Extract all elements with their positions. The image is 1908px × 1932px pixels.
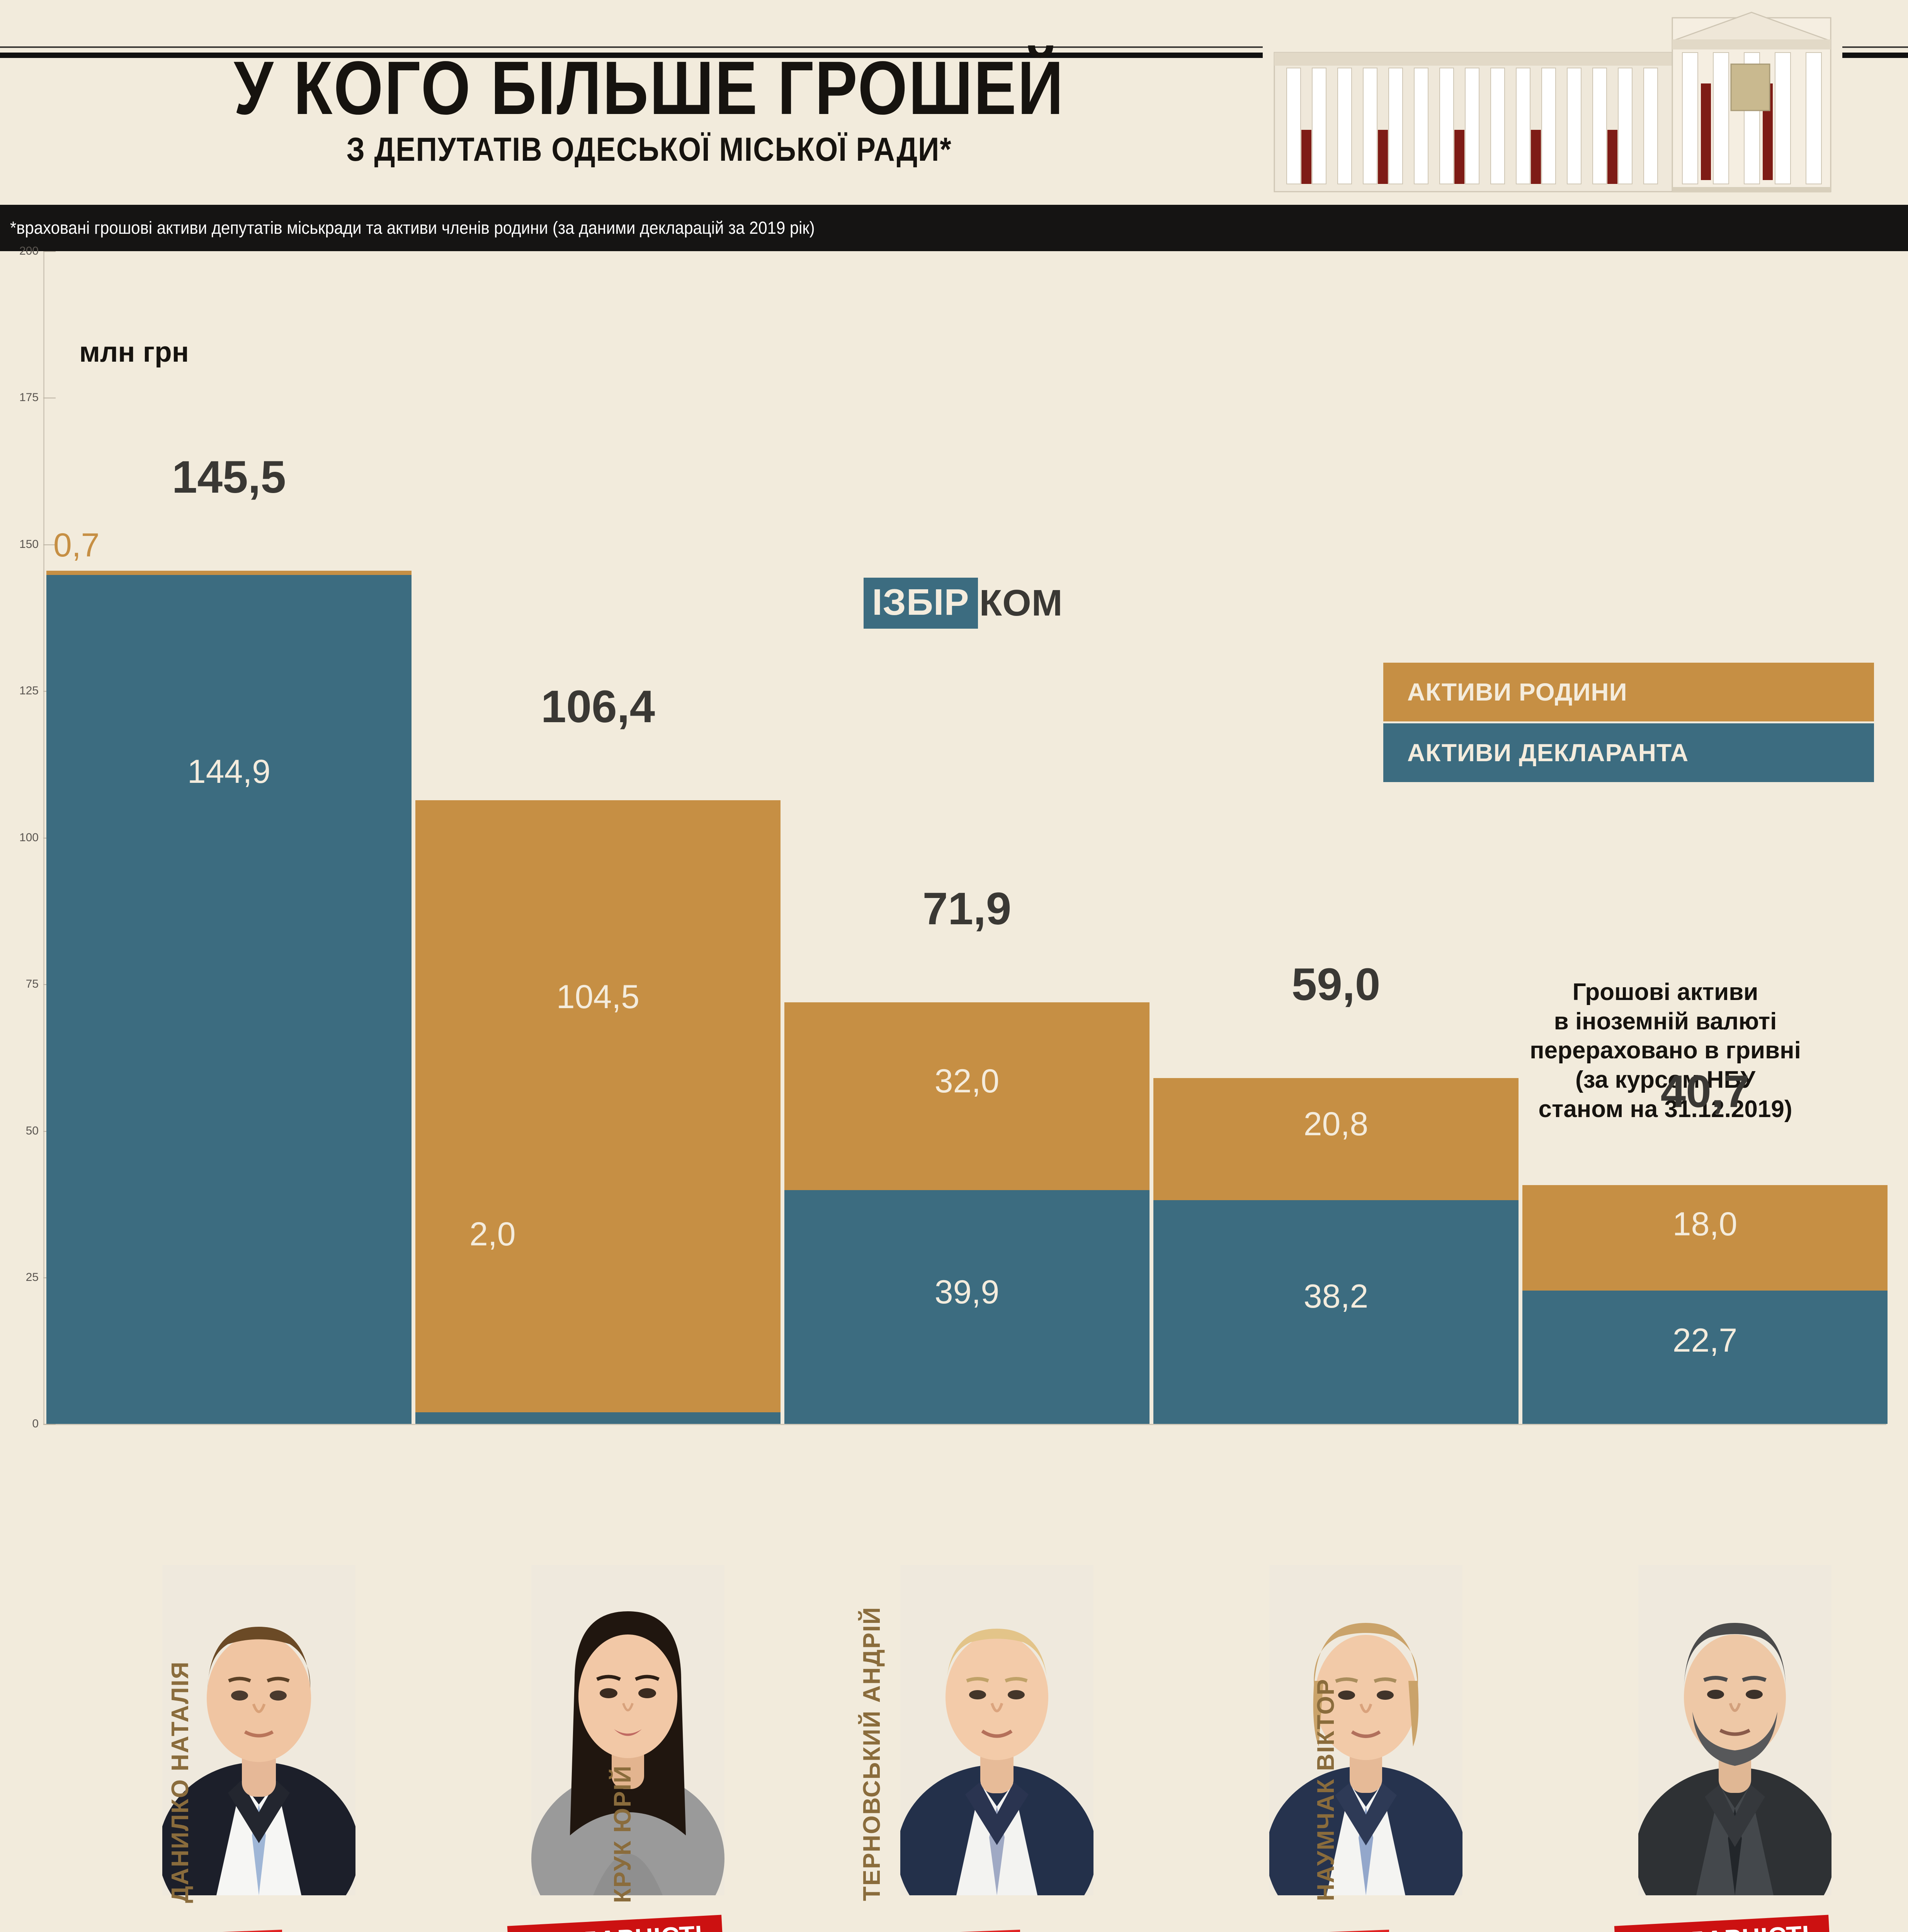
izbirkom-logo[interactable]: ІЗБІР КОМ xyxy=(864,578,1063,629)
bar-total-label-4: 59,0 xyxy=(1291,959,1381,1010)
legend-label-declarant: АКТИВИ ДЕКЛАРАНТА xyxy=(1407,739,1689,767)
note-line-4: (за курсом НБУ xyxy=(1575,1066,1755,1093)
bar-group-4[interactable]: 59,0 20,8 38,2 xyxy=(1153,959,1519,1424)
bar-declarant-label-3: 39,9 xyxy=(934,1274,1000,1311)
bar-segment-declarant-2[interactable] xyxy=(415,1412,781,1424)
bar-family-label-2: 104,5 xyxy=(556,978,640,1015)
person-name-5: НАУМЧАК ВІКТОР xyxy=(1313,1678,1339,1901)
gridline-200: 200 xyxy=(0,245,1908,257)
bar-segment-family-5[interactable]: 18,0 xyxy=(1522,1185,1888,1291)
currency-conversion-note: Грошові активи в іноземній валюті перера… xyxy=(1507,978,1824,1124)
bar-segment-declarant-1[interactable]: 144,9 xyxy=(46,575,412,1424)
portrait-2 xyxy=(531,1565,724,1895)
bar-group-3[interactable]: 71,9 32,0 39,9 xyxy=(784,883,1150,1424)
bar-declarant-label-5: 22,7 xyxy=(1672,1322,1738,1359)
person-card-5[interactable]: НАУМЧАК ВІКТОР СОЛІДАРНІСТЬ xyxy=(1313,1559,1908,1932)
person-name-1: ТАНЦЮРА ДМИТРО xyxy=(0,1661,141,1903)
legend-item-family[interactable]: АКТИВИ РОДИНИ xyxy=(1383,663,1874,721)
ytick-label-125: 125 xyxy=(19,684,39,697)
person-card-3[interactable]: КРУК ЮРІЙ ДОВЕРЯЙ ДЕЛАМ xyxy=(609,1559,1175,1932)
ytick-label-0: 0 xyxy=(32,1417,39,1430)
logo-tail-text: КОМ xyxy=(979,582,1063,624)
portrait-5 xyxy=(1638,1565,1831,1895)
note-line-2: в іноземній валюті xyxy=(1554,1008,1777,1035)
party-sol-main-2: СОЛІДАРНІСТЬ xyxy=(507,1915,724,1932)
bar-declarant-label-1: 144,9 xyxy=(187,753,271,790)
note-line-1: Грошові активи xyxy=(1572,979,1758,1005)
ytick-label-200: 200 xyxy=(19,245,39,257)
portrait-3 xyxy=(900,1565,1093,1895)
party-badge-5[interactable]: СОЛІДАРНІСТЬ БЛОК ПЕТРА ПОРОШЕНКА xyxy=(1614,1915,1862,1932)
bar-group-5[interactable]: 40,7 18,0 22,7 xyxy=(1522,1066,1888,1424)
opera-building-illustration xyxy=(1263,6,1842,199)
bar-family-label-4: 20,8 xyxy=(1303,1105,1369,1143)
header: У КОГО БІЛЬШЕ ГРОШЕЙ З ДЕПУТАТІВ ОДЕСЬКО… xyxy=(0,0,1908,205)
bar-family-label-3: 32,0 xyxy=(934,1063,1000,1100)
bar-total-label-3: 71,9 xyxy=(922,883,1012,934)
logo-box-text: ІЗБІР xyxy=(864,578,978,629)
ytick-label-50: 50 xyxy=(26,1124,39,1137)
y-axis-line xyxy=(43,251,44,1424)
footnote-text: *враховані грошові активи депутатів місь… xyxy=(10,218,815,238)
ytick-label-25: 25 xyxy=(26,1271,39,1284)
page-title: У КОГО БІЛЬШЕ ГРОШЕЙ xyxy=(233,46,1065,130)
legend-item-declarant[interactable]: АКТИВИ ДЕКЛАРАНТА xyxy=(1383,723,1874,782)
person-name-4: ТЕРНОВСЬКИЙ АНДРІЙ xyxy=(859,1606,885,1901)
person-card-1[interactable]: ТАНЦЮРА ДМИТРО ДОВЕРЯЙ ДЕЛАМ xyxy=(46,1559,437,1932)
legend: АКТИВИ РОДИНИ АКТИВИ ДЕКЛАРАНТА xyxy=(1383,663,1874,782)
bar-segment-declarant-5[interactable]: 22,7 xyxy=(1522,1291,1888,1424)
bar-family-label-1: 0,7 xyxy=(53,527,100,564)
person-card-4[interactable]: ТЕРНОВСЬКИЙ АНДРІЙ ДО xyxy=(859,1559,1544,1932)
header-rule-thin xyxy=(0,46,1908,48)
party-dd-red-4: ДОВЕРЯЙ xyxy=(1269,1930,1389,1932)
x-axis-line xyxy=(43,1424,1886,1425)
ytick-label-175: 175 xyxy=(19,391,39,404)
party-badge-2[interactable]: СОЛІДАРНІСТЬ БЛОК ПЕТРА ПОРОШЕНКА xyxy=(507,1915,755,1932)
party-sol-main-5: СОЛІДАРНІСТЬ xyxy=(1614,1915,1831,1932)
bar-total-label-2: 106,4 xyxy=(541,681,655,732)
person-card-2[interactable]: ДАНИЛКО НАТАЛІЯ СОЛІДАРНІСТЬ БЛОК ПЕТРА … xyxy=(167,1559,806,1932)
bar-segment-declarant-3[interactable]: 39,9 xyxy=(784,1190,1150,1424)
person-name-3: КРУК ЮРІЙ xyxy=(609,1765,636,1903)
portrait-4 xyxy=(1269,1565,1462,1895)
y-axis-unit-label: млн грн xyxy=(79,337,189,368)
party-dd-red-1: ДОВЕРЯЙ xyxy=(162,1930,282,1932)
legend-label-family: АКТИВИ РОДИНИ xyxy=(1407,678,1627,706)
gridline-0: 0 xyxy=(0,1417,1908,1430)
bar-family-label-5: 18,0 xyxy=(1672,1206,1738,1243)
bar-declarant-label-4: 38,2 xyxy=(1303,1278,1369,1315)
note-line-5: станом на 31.12.2019) xyxy=(1538,1095,1792,1122)
bar-group-2[interactable]: 106,4 2,0 104,5 xyxy=(415,681,781,1424)
ytick-label-150: 150 xyxy=(19,538,39,551)
bar-total-label-5: 40,7 xyxy=(1660,1066,1750,1117)
bar-declarant-label-2: 2,0 xyxy=(469,1216,516,1253)
bar-segment-family-2[interactable]: 2,0 104,5 xyxy=(415,800,781,1412)
party-dd-red-3: ДОВЕРЯЙ xyxy=(900,1930,1020,1932)
people-row: ТАНЦЮРА ДМИТРО ДОВЕРЯЙ ДЕЛАМ xyxy=(0,1559,1908,1932)
title-block: У КОГО БІЛЬШЕ ГРОШЕЙ З ДЕПУТАТІВ ОДЕСЬКО… xyxy=(0,50,1298,169)
gridline-150: 150 xyxy=(0,538,1908,551)
chart-area: млн грн 200 175 150 125 100 75 50 25 0 І… xyxy=(0,245,1908,1592)
bar-group-1[interactable]: 145,5 0,7 144,9 xyxy=(46,452,412,1424)
ytick-label-100: 100 xyxy=(19,831,39,844)
page-subtitle: З ДЕПУТАТІВ ОДЕСЬКОЇ МІСЬКОЇ РАДИ* xyxy=(346,131,952,168)
bar-segment-family-4[interactable]: 20,8 xyxy=(1153,1078,1519,1200)
note-line-3: перераховано в гривні xyxy=(1530,1037,1801,1064)
bar-total-label-1: 145,5 xyxy=(172,452,286,503)
footnote-bar: *враховані грошові активи депутатів місь… xyxy=(0,205,1908,251)
bar-segment-declarant-4[interactable]: 38,2 xyxy=(1153,1200,1519,1424)
ytick-label-75: 75 xyxy=(26,978,39,990)
gridline-75: 75 xyxy=(0,978,1908,990)
person-name-2: ДАНИЛКО НАТАЛІЯ xyxy=(167,1661,194,1903)
portrait-1 xyxy=(162,1565,355,1895)
bar-segment-family-3[interactable]: 32,0 xyxy=(784,1002,1150,1190)
bar-segment-family-1[interactable] xyxy=(46,571,412,575)
